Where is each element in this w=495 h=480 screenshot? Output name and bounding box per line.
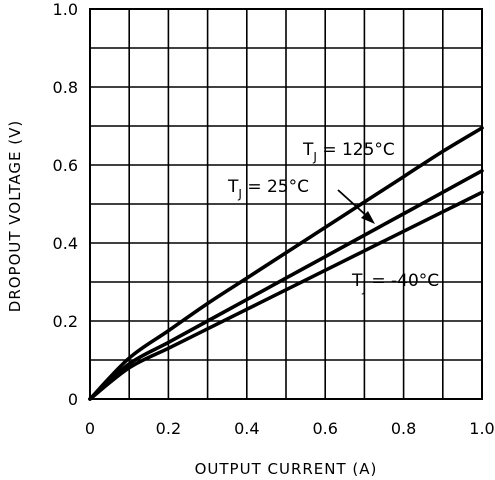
x-axis-label: OUTPUT CURRENT (A) <box>195 460 378 478</box>
y-tick-label: 0.6 <box>53 156 78 175</box>
y-tick-label: 0.2 <box>53 312 78 331</box>
y-tick-label: 0.4 <box>53 234 78 253</box>
plot-frame <box>89 8 483 400</box>
y-tick-label: 0 <box>68 390 78 409</box>
x-tick-label: 0.8 <box>391 419 416 438</box>
curve-25c <box>88 169 484 401</box>
y-axis-label: DROPOUT VOLTAGE (V) <box>6 120 24 312</box>
x-tick-label: 0.6 <box>312 419 337 438</box>
x-tick-label: 1.0 <box>469 419 494 438</box>
y-tick-labels: 0 0.2 0.4 0.6 0.8 1.0 <box>53 0 78 409</box>
series-labels: TJ = 125°C TJ = 25°C TJ = -40°C <box>227 140 439 295</box>
series-label-arrow <box>337 189 370 219</box>
x-tick-label: 0 <box>85 419 95 438</box>
series-label-125c: TJ = 125°C <box>302 140 395 164</box>
curve-minus40c <box>88 190 484 401</box>
y-tick-label: 1.0 <box>53 0 78 19</box>
x-tick-labels: 0 0.2 0.4 0.6 0.8 1.0 <box>85 419 495 438</box>
series-label-minus40c: TJ = -40°C <box>351 271 439 295</box>
series-label-25c: TJ = 25°C <box>227 177 309 201</box>
x-tick-label: 0.4 <box>234 419 259 438</box>
curve-125c <box>88 126 484 401</box>
x-tick-label: 0.2 <box>156 419 181 438</box>
curves <box>88 126 484 401</box>
y-tick-label: 0.8 <box>53 78 78 97</box>
series-label-arrowhead <box>361 211 375 224</box>
